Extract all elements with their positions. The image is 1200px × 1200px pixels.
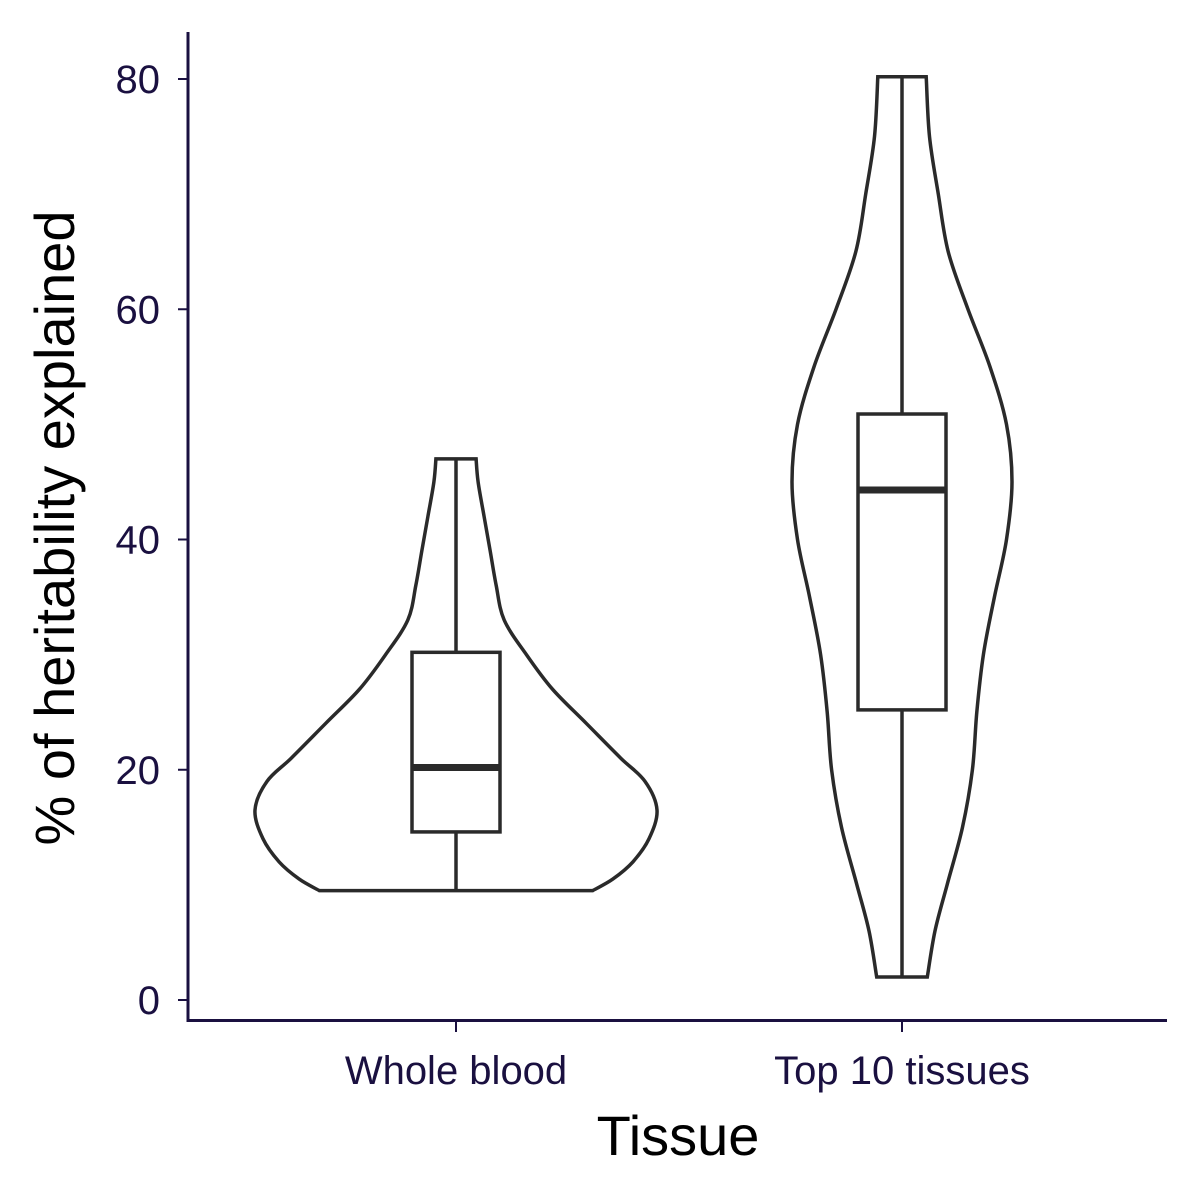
iqr-box (410, 650, 502, 834)
y-tick-label: 20 (116, 749, 161, 793)
y-axis-title: % of heritability explained (23, 210, 86, 845)
violin-group (253, 457, 659, 893)
x-axis-ticks: Whole blood Top 10 tissues (345, 1021, 1030, 1093)
violin-group (790, 74, 1014, 979)
y-tick-label: 60 (116, 288, 161, 332)
violin-outline (790, 74, 1014, 979)
x-axis-title: Tissue (597, 1104, 760, 1167)
x-tick-label: Top 10 tissues (774, 1049, 1030, 1093)
violin-outline (253, 457, 659, 893)
iqr-box (856, 412, 948, 712)
y-tick-label: 40 (116, 519, 161, 563)
y-axis-ticks: 0 20 40 60 80 (116, 58, 188, 1023)
x-tick-label: Whole blood (345, 1049, 567, 1093)
y-tick-label: 80 (116, 58, 161, 102)
y-tick-label: 0 (138, 979, 160, 1023)
plot-area (253, 74, 1014, 979)
